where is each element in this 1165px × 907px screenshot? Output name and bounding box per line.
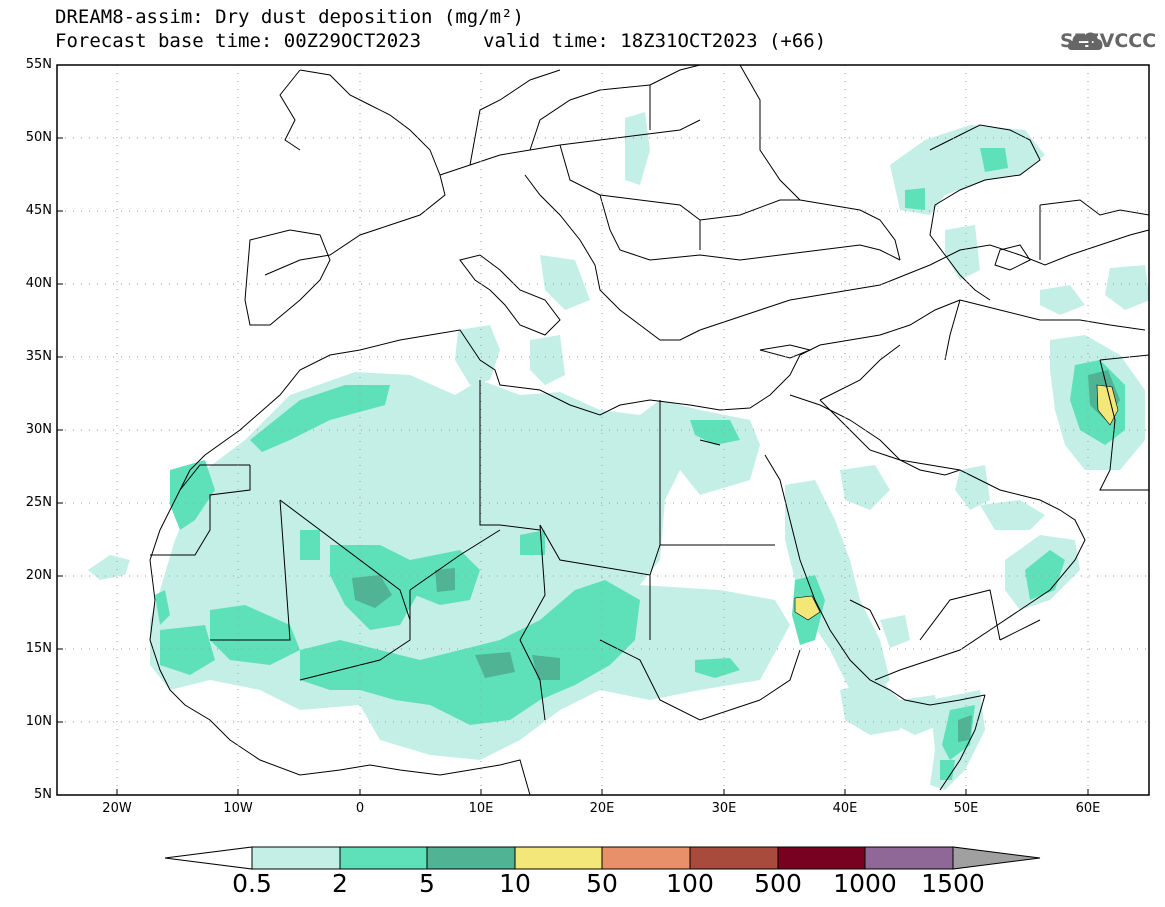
- colorbar-label: 10: [499, 869, 531, 898]
- colorbar-bin-8: [864, 846, 954, 870]
- axis-ticks: [57, 64, 1089, 796]
- colorbar-label: 1500: [921, 869, 985, 898]
- lon-label: 30E: [711, 801, 737, 816]
- colorbar-label: 50: [586, 869, 618, 898]
- dust-field-high: [794, 384, 1119, 621]
- lon-label: 50E: [953, 801, 979, 816]
- colorbar-label: 500: [754, 869, 802, 898]
- coastlines-borders: [149, 65, 1149, 795]
- colorbar-label: 2: [332, 869, 348, 898]
- colorbar-bin-1: [251, 846, 341, 870]
- lon-label: 10E: [468, 801, 494, 816]
- colorbar-bin-6: [689, 846, 779, 870]
- map-title: DREAM8-assim: Dry dust deposition (mg/m²…: [55, 6, 524, 28]
- lon-label: 20W: [102, 801, 132, 816]
- cloud-logo-icon: [1067, 32, 1103, 50]
- colorbar: [164, 846, 1041, 870]
- lat-lon-grid: [57, 65, 1149, 795]
- colorbar-bin-4: [514, 846, 603, 870]
- dust-field-medium: [155, 148, 1125, 780]
- forecast-base-time: Forecast base time: 00Z29OCT2023: [55, 30, 422, 52]
- colorbar-label: 0.5: [232, 869, 272, 898]
- lat-label: 30N: [25, 422, 52, 437]
- lat-label: 20N: [25, 568, 52, 583]
- lat-label: 25N: [25, 495, 52, 510]
- colorbar-label: 5: [419, 869, 435, 898]
- valid-time: valid time: 18Z31OCT2023 (+66): [483, 30, 827, 52]
- colorbar-bin-2: [339, 846, 428, 870]
- lat-label: 5N: [34, 787, 52, 802]
- colorbar-bin-7: [777, 846, 866, 870]
- lon-label: 40E: [832, 801, 858, 816]
- lat-label: 40N: [25, 276, 52, 291]
- colorbar-bin-3: [426, 846, 516, 870]
- lat-label: 55N: [25, 57, 52, 72]
- seevccc-logo-text: SEEVCCC: [1060, 30, 1157, 52]
- lon-label: 20E: [589, 801, 615, 816]
- lon-label: 60E: [1075, 801, 1101, 816]
- colorbar-label: 1000: [833, 869, 897, 898]
- colorbar-label: 100: [666, 869, 714, 898]
- colorbar-bin-5: [601, 846, 691, 870]
- lat-label: 50N: [25, 130, 52, 145]
- colorbar-high-arrow: [952, 846, 1041, 870]
- lat-label: 10N: [25, 714, 52, 729]
- dust-field-light: [88, 112, 1149, 790]
- lat-label: 35N: [25, 349, 52, 364]
- lon-label: 10W: [223, 801, 253, 816]
- colorbar-low-arrow: [164, 846, 253, 870]
- lat-label: 15N: [25, 641, 52, 656]
- lat-label: 45N: [25, 203, 52, 218]
- lon-label: 0: [355, 801, 365, 816]
